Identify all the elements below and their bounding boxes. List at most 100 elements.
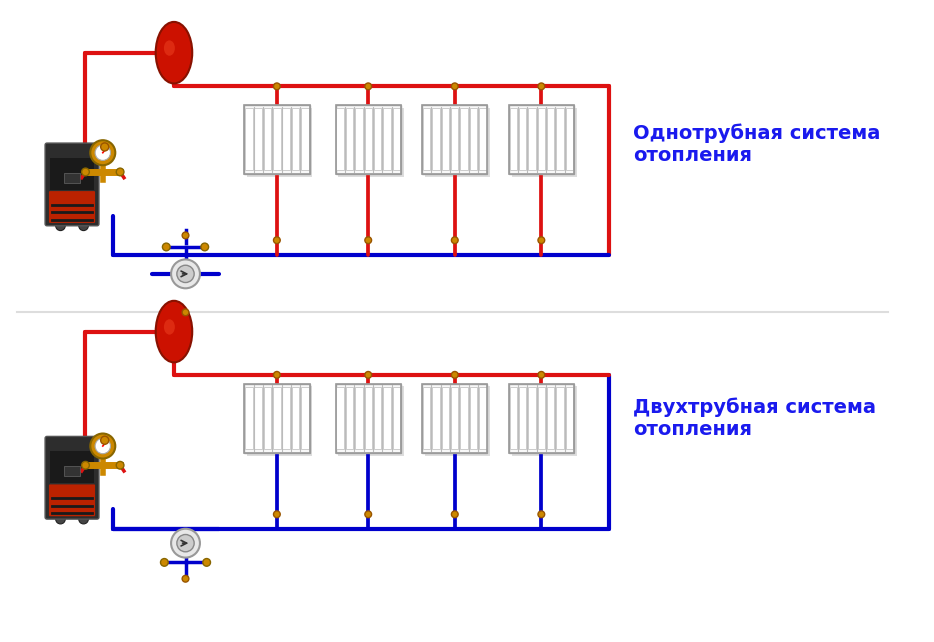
Circle shape bbox=[95, 438, 110, 454]
Circle shape bbox=[171, 259, 200, 288]
Bar bbox=[509, 383, 574, 453]
Circle shape bbox=[365, 372, 372, 378]
Bar bbox=[245, 108, 252, 170]
Circle shape bbox=[451, 372, 459, 378]
Bar bbox=[512, 386, 577, 456]
Circle shape bbox=[365, 83, 372, 90]
Bar bbox=[529, 108, 536, 170]
Bar bbox=[50, 451, 94, 483]
Bar bbox=[383, 108, 390, 170]
Bar bbox=[335, 105, 401, 174]
Bar bbox=[460, 387, 468, 449]
Bar bbox=[336, 387, 344, 449]
Bar bbox=[557, 108, 564, 170]
Circle shape bbox=[201, 243, 208, 251]
Bar bbox=[451, 387, 459, 449]
Bar bbox=[301, 387, 308, 449]
Bar bbox=[547, 387, 555, 449]
Circle shape bbox=[274, 511, 280, 517]
Bar bbox=[442, 108, 449, 170]
Circle shape bbox=[78, 221, 89, 230]
Bar bbox=[245, 387, 252, 449]
Bar bbox=[335, 383, 401, 453]
Circle shape bbox=[203, 559, 210, 566]
Circle shape bbox=[451, 237, 459, 243]
Ellipse shape bbox=[156, 301, 192, 362]
Circle shape bbox=[182, 575, 189, 582]
Circle shape bbox=[182, 309, 189, 316]
Ellipse shape bbox=[163, 319, 175, 334]
Circle shape bbox=[56, 221, 65, 230]
Bar bbox=[422, 383, 488, 453]
Bar bbox=[50, 158, 94, 190]
Circle shape bbox=[91, 140, 115, 165]
Circle shape bbox=[182, 232, 189, 239]
Bar bbox=[432, 108, 440, 170]
Circle shape bbox=[177, 265, 194, 282]
Bar bbox=[335, 383, 401, 453]
Bar bbox=[566, 108, 573, 170]
Bar bbox=[451, 108, 459, 170]
Bar bbox=[510, 387, 517, 449]
Bar bbox=[273, 108, 280, 170]
Circle shape bbox=[451, 511, 459, 517]
Circle shape bbox=[365, 511, 372, 517]
Circle shape bbox=[451, 83, 459, 90]
Bar bbox=[509, 105, 574, 174]
Circle shape bbox=[116, 462, 124, 469]
Circle shape bbox=[95, 145, 110, 160]
Circle shape bbox=[161, 559, 168, 566]
Bar bbox=[374, 108, 381, 170]
Bar bbox=[392, 387, 400, 449]
Bar bbox=[432, 387, 440, 449]
Circle shape bbox=[538, 237, 545, 243]
Bar bbox=[263, 108, 271, 170]
Bar bbox=[301, 108, 308, 170]
Bar bbox=[425, 386, 490, 456]
Circle shape bbox=[538, 83, 545, 90]
Bar bbox=[566, 387, 573, 449]
Bar bbox=[244, 383, 309, 453]
Bar bbox=[479, 108, 487, 170]
FancyBboxPatch shape bbox=[45, 143, 99, 226]
Bar bbox=[282, 387, 290, 449]
FancyBboxPatch shape bbox=[49, 191, 95, 223]
Bar bbox=[335, 105, 401, 174]
Bar bbox=[392, 108, 400, 170]
Bar bbox=[254, 108, 262, 170]
Circle shape bbox=[274, 83, 280, 90]
Circle shape bbox=[116, 168, 124, 176]
Circle shape bbox=[56, 514, 65, 524]
Bar bbox=[423, 108, 431, 170]
Ellipse shape bbox=[156, 22, 192, 83]
Bar bbox=[291, 108, 299, 170]
Bar bbox=[248, 386, 313, 456]
Circle shape bbox=[274, 237, 280, 243]
Bar bbox=[422, 105, 488, 174]
Circle shape bbox=[91, 433, 115, 458]
Bar bbox=[422, 383, 488, 453]
Bar bbox=[273, 387, 280, 449]
Bar bbox=[64, 173, 79, 182]
Bar bbox=[346, 108, 353, 170]
Bar bbox=[538, 108, 545, 170]
Bar bbox=[355, 108, 362, 170]
Bar bbox=[244, 383, 309, 453]
Bar bbox=[519, 387, 527, 449]
Bar bbox=[529, 387, 536, 449]
Ellipse shape bbox=[163, 40, 175, 56]
Bar bbox=[364, 387, 372, 449]
Bar bbox=[244, 105, 309, 174]
Bar bbox=[519, 108, 527, 170]
Bar bbox=[336, 108, 344, 170]
Bar bbox=[422, 105, 488, 174]
Bar bbox=[425, 107, 490, 177]
Bar bbox=[512, 107, 577, 177]
Circle shape bbox=[101, 143, 108, 151]
Circle shape bbox=[81, 168, 90, 176]
Bar bbox=[364, 108, 372, 170]
Circle shape bbox=[171, 529, 200, 558]
Bar bbox=[383, 387, 390, 449]
Bar bbox=[355, 387, 362, 449]
Bar bbox=[338, 386, 403, 456]
